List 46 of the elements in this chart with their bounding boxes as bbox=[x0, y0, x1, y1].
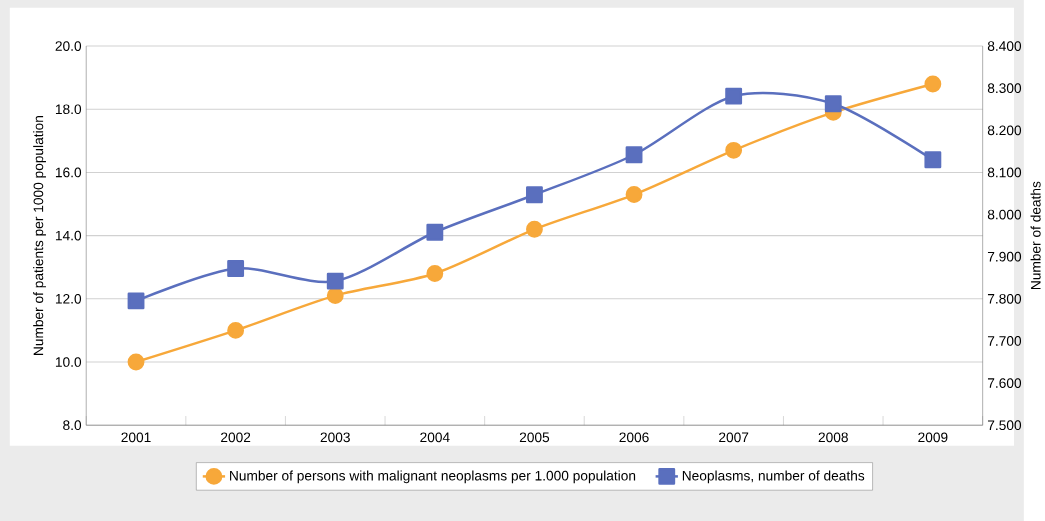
point bbox=[625, 146, 643, 164]
y2-tick-label: 7.800 bbox=[987, 293, 1022, 304]
y2-tick-label: 8.100 bbox=[987, 167, 1022, 178]
x-tick-label: 2008 bbox=[818, 432, 848, 443]
y-tick-label: 8.0 bbox=[63, 420, 82, 430]
point bbox=[426, 223, 444, 241]
point bbox=[824, 95, 842, 113]
y-tick-label: 20.0 bbox=[55, 41, 82, 51]
x-tick-label: 2007 bbox=[719, 432, 749, 443]
point bbox=[227, 321, 245, 339]
y-tick-label: 16.0 bbox=[55, 167, 82, 178]
y2-tick-label: 7.900 bbox=[987, 251, 1022, 262]
y2-tick-label: 7.500 bbox=[987, 420, 1022, 430]
point bbox=[326, 272, 344, 290]
point bbox=[127, 353, 145, 371]
y-tick-label: 18.0 bbox=[55, 104, 82, 114]
point bbox=[725, 87, 743, 105]
y2-tick-label: 8.400 bbox=[987, 41, 1022, 51]
y2-tick-label: 7.600 bbox=[987, 378, 1022, 388]
x-tick-label: 2001 bbox=[121, 432, 151, 443]
y-tick-label: 14.0 bbox=[55, 230, 82, 241]
point bbox=[127, 292, 145, 310]
point bbox=[526, 186, 543, 204]
x-tick-label: 2002 bbox=[221, 432, 251, 443]
point bbox=[924, 75, 942, 93]
point bbox=[924, 151, 942, 169]
y-axis-title: Number of patients per 1000 population bbox=[33, 115, 46, 355]
x-tick-label: 2003 bbox=[320, 432, 350, 443]
y2-tick-label: 8.300 bbox=[987, 83, 1022, 93]
y-tick-label: 10.0 bbox=[55, 357, 82, 367]
y2-tick-label: 7.700 bbox=[987, 336, 1022, 346]
legend-label: Neoplasms, number of deaths bbox=[682, 470, 865, 484]
y-tick-label: 12.0 bbox=[55, 293, 82, 304]
point bbox=[227, 259, 245, 277]
legend-label: Number of persons with malignant neoplasms per 1.000 population bbox=[230, 470, 636, 484]
point bbox=[526, 220, 543, 238]
x-tick-label: 2009 bbox=[918, 432, 948, 443]
point bbox=[625, 186, 643, 203]
point bbox=[426, 265, 444, 282]
y2-tick-label: 8.000 bbox=[987, 209, 1022, 220]
x-tick-label: 2004 bbox=[420, 432, 450, 443]
x-tick-label: 2005 bbox=[519, 432, 550, 443]
point bbox=[725, 141, 743, 159]
y2-tick-label: 8.200 bbox=[987, 125, 1022, 136]
x-tick-label: 2006 bbox=[619, 432, 649, 443]
y2-axis-title: Number of deaths bbox=[1030, 181, 1041, 289]
